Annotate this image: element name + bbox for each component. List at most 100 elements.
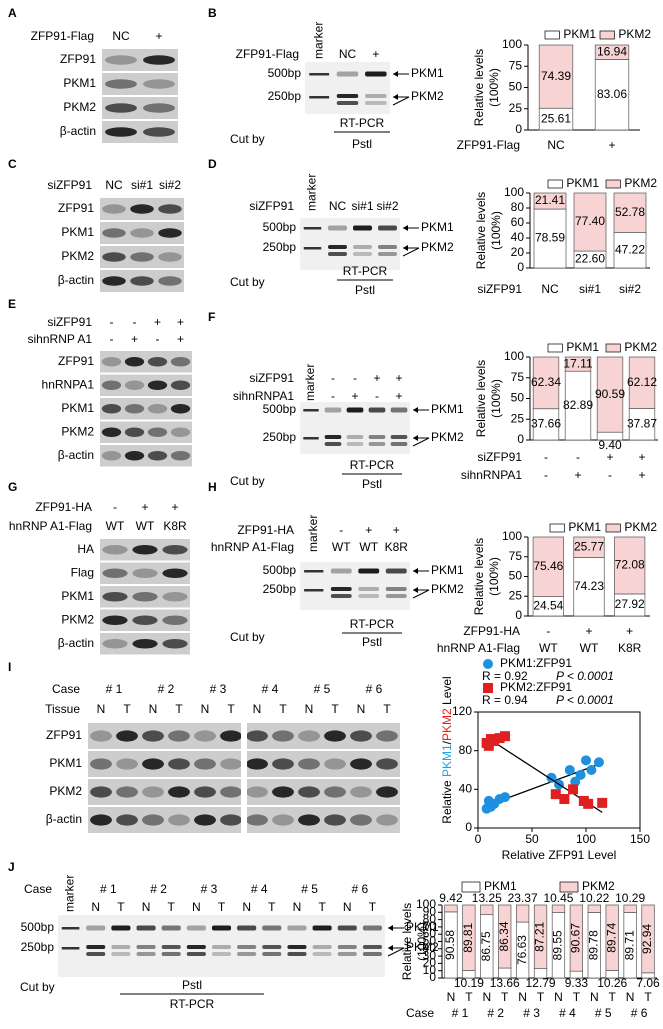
blot-band (102, 615, 128, 625)
row-label: PKM2 (49, 784, 82, 798)
size-label: 500bp (268, 66, 302, 80)
arrow-head (403, 225, 408, 231)
point (559, 794, 570, 804)
y-axis-label-part: Level (440, 676, 454, 708)
point (581, 755, 591, 766)
y-axis-label-part: PKM2 (440, 708, 454, 741)
blot-band (158, 204, 182, 214)
blot-band (170, 451, 191, 461)
blot-band (220, 814, 242, 826)
blot-band (376, 730, 398, 742)
blot-band (90, 786, 112, 798)
bar-segment (628, 356, 656, 409)
header-name: siZFP91 (249, 199, 294, 213)
y-tick-label: 20 (423, 956, 437, 970)
blot-strip (102, 49, 178, 71)
lane-label: + (393, 523, 400, 537)
gel-band (324, 407, 342, 413)
gel-band (368, 407, 386, 413)
blot-band (194, 730, 216, 742)
arrow-head (388, 945, 393, 951)
bar-segment (628, 408, 656, 441)
gel-band (312, 952, 332, 956)
x-tick-label: - (546, 624, 550, 638)
enzyme: Pstl (182, 978, 202, 992)
value-label: 27.92 (615, 597, 645, 611)
y-tick-label: 50 (509, 569, 523, 583)
y-tick-label: 100 (502, 529, 522, 543)
blot-band (116, 730, 138, 742)
lane-label: T (168, 900, 176, 914)
blot-band (143, 127, 175, 137)
gel-band (161, 925, 181, 931)
blot-band (101, 427, 122, 437)
blot-band (124, 380, 145, 390)
gel-band (262, 925, 282, 931)
blot-band (298, 758, 320, 770)
lane-label: - (156, 332, 160, 346)
gel-band (358, 594, 380, 598)
gel-band (365, 71, 387, 77)
blot-band (102, 276, 126, 286)
blot-band (272, 786, 294, 798)
blot-band (130, 276, 154, 286)
y-axis-label: Relative levels (472, 49, 486, 126)
lane-label: T (331, 702, 339, 716)
value-label: 10.45 (543, 891, 573, 905)
gel-band (336, 94, 359, 98)
band-label: PKM1 (431, 402, 464, 416)
blot-strip (100, 445, 192, 467)
header-name: Case (24, 882, 52, 896)
blot-band (132, 592, 158, 602)
row-label: β-actin (58, 636, 94, 650)
value-label: 13.66 (490, 976, 520, 990)
y-tick-label: 80 (511, 200, 525, 214)
lane-label: N (293, 900, 302, 914)
lane-label: # 2 (158, 682, 175, 696)
blot-band (350, 786, 372, 798)
arrow (412, 437, 430, 447)
gel-band (211, 952, 232, 956)
lane-label: T (268, 900, 276, 914)
lane-label: NC (105, 178, 123, 192)
band-label: PKM1 (406, 920, 439, 934)
lane-label: + (141, 500, 148, 514)
arrow-head (413, 587, 418, 593)
blot-band (162, 615, 188, 625)
blot-strip (102, 121, 178, 143)
lane-label: - (375, 389, 379, 403)
value-label: 89.78 (586, 930, 600, 960)
marker-band (61, 927, 80, 930)
blot-band (143, 79, 175, 89)
lane-label: N (242, 900, 251, 914)
blot-band (168, 786, 190, 798)
blot-band (298, 730, 320, 742)
marker-band (303, 227, 322, 230)
blot-band (298, 786, 320, 798)
stat-p: P < 0.0001 (556, 693, 614, 707)
y-tick-label: 50 (511, 391, 525, 405)
row-label: β-actin (46, 812, 82, 826)
y-tick-label: 80 (423, 912, 437, 926)
header-name: siZFP91 (47, 315, 92, 329)
legend-swatch (544, 30, 560, 40)
plot-frame (477, 711, 641, 829)
row-label: PKM2 (61, 612, 94, 626)
blot-band (102, 568, 128, 578)
blot-band (194, 758, 216, 770)
blot-band (158, 228, 182, 238)
panel-label: B (208, 6, 217, 20)
lane-label: - (110, 315, 114, 329)
lane-label: N (192, 900, 201, 914)
marker-band (309, 73, 330, 76)
gel-band (337, 925, 357, 931)
blot-band (147, 427, 168, 437)
size-label: 500bp (263, 220, 297, 234)
cut-by: Cut by (230, 474, 265, 488)
blot-band (124, 357, 145, 367)
point (483, 740, 494, 751)
header-name: siZFP91 (249, 371, 294, 385)
blot-band (102, 545, 128, 555)
y-tick-label: 25 (511, 411, 525, 425)
gel-band (358, 587, 380, 591)
